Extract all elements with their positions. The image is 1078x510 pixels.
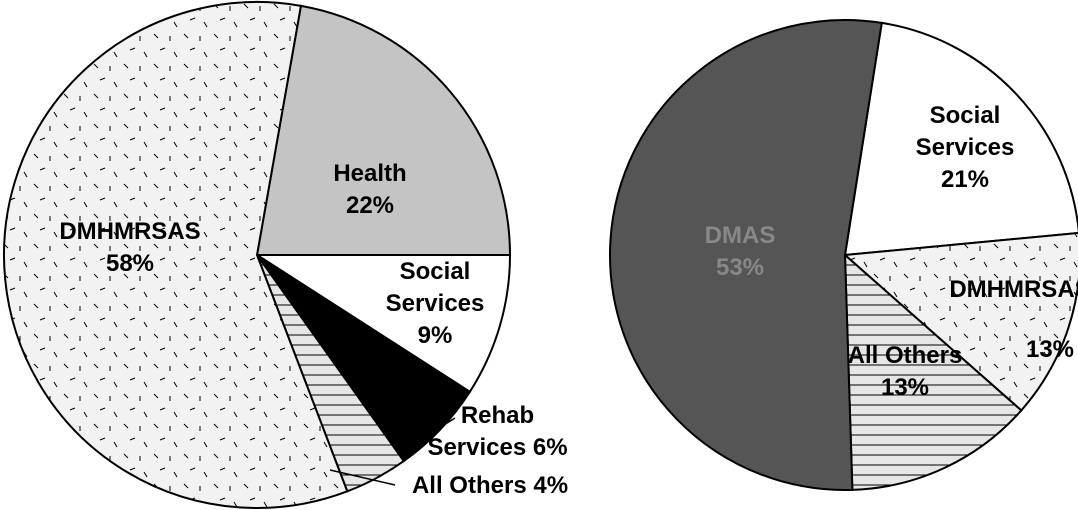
leader-line — [329, 469, 396, 486]
value-label: 58% — [105, 250, 155, 277]
value-label: 53% — [715, 254, 765, 281]
slice-pattern — [845, 232, 1078, 411]
value-label: 21% — [940, 166, 990, 193]
category-label: Rehab Services — [427, 402, 535, 461]
value-label: 13% — [1025, 336, 1075, 363]
slice-label: All Others 13% — [840, 340, 970, 404]
slice-pattern — [4, 2, 348, 509]
slice-label: DMAS 53% — [660, 220, 820, 284]
value-label: 6% — [532, 434, 568, 461]
slice-label: Health 22% — [300, 158, 440, 222]
pie-slice — [843, 21, 1078, 257]
category-label: Health — [333, 160, 407, 187]
slice-label: All Others 4% — [385, 470, 595, 502]
leader-lines — [329, 417, 456, 486]
slice-pattern — [845, 255, 1022, 490]
slice-pattern — [257, 255, 404, 492]
category-label: All Others — [847, 342, 963, 369]
value-label: 4% — [533, 472, 569, 499]
value-label: 9% — [417, 322, 453, 349]
spacer — [945, 306, 1078, 334]
slice-label: Social Services 21% — [895, 100, 1035, 196]
pie-slice — [253, 254, 512, 394]
leader-line — [419, 417, 456, 441]
slice-label: Rehab Services 6% — [410, 400, 585, 464]
pie-slice — [609, 19, 883, 491]
category-label: Social Services — [915, 102, 1015, 161]
category-label: Social Services — [385, 258, 485, 317]
slice-label: DMHMRSAS 13% — [945, 274, 1078, 366]
category-label: DMHMRSAS — [949, 276, 1078, 303]
slice-label: Social Services 9% — [370, 256, 500, 352]
value-label: 13% — [880, 374, 930, 401]
category-label: DMAS — [704, 222, 776, 249]
category-label: DMHMRSAS — [59, 218, 201, 245]
pie-slice — [255, 4, 512, 256]
category-label: All Others — [411, 472, 527, 499]
value-label: 22% — [345, 192, 395, 219]
slice-label: DMHMRSAS 58% — [40, 216, 220, 280]
